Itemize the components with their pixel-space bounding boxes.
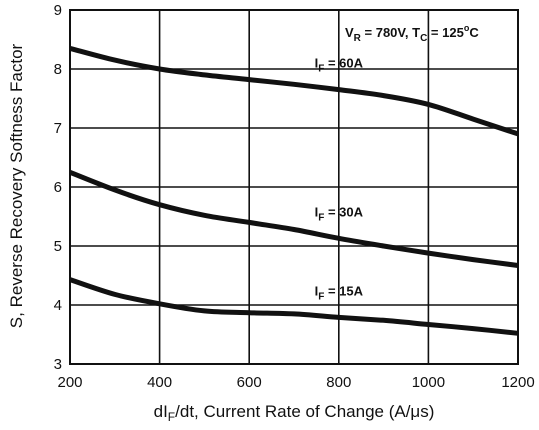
y-tick-label: 5 bbox=[54, 238, 62, 255]
x-tick-label: 600 bbox=[237, 374, 262, 391]
series-labels: IF = 60A IF = 30A IF = 15A bbox=[315, 56, 364, 303]
series-line-0 bbox=[69, 45, 519, 137]
y-tick-label: 9 bbox=[54, 2, 62, 19]
x-tick-label: 200 bbox=[57, 374, 82, 391]
y-tick-label: 4 bbox=[54, 297, 62, 314]
y-axis-title: S, Reverse Recovery Softness Factor bbox=[7, 43, 26, 328]
plot-frame bbox=[69, 9, 519, 365]
x-tick-label: 1000 bbox=[412, 374, 445, 391]
y-tick-label: 7 bbox=[54, 120, 62, 137]
series-label-0: IF = 60A bbox=[315, 56, 364, 75]
tick-labels: 200 400 600 800 1000 1200 3 4 5 6 7 8 9 bbox=[54, 2, 535, 391]
series-line-2 bbox=[69, 277, 519, 336]
test-condition-label: VR = 780V, TC = 125oC bbox=[345, 23, 479, 44]
series-curves bbox=[69, 45, 519, 336]
y-tick-label: 3 bbox=[54, 356, 62, 373]
x-axis-title: dIF/dt, Current Rate of Change (A/μs) bbox=[154, 402, 435, 424]
x-tick-label: 800 bbox=[326, 374, 351, 391]
x-tick-label: 1200 bbox=[501, 374, 534, 391]
y-tick-label: 6 bbox=[54, 179, 62, 196]
series-label-2: IF = 15A bbox=[315, 283, 364, 302]
x-tick-label: 400 bbox=[147, 374, 172, 391]
series-label-1: IF = 30A bbox=[315, 204, 364, 223]
series-line-1 bbox=[69, 169, 519, 268]
y-tick-label: 8 bbox=[54, 61, 62, 78]
